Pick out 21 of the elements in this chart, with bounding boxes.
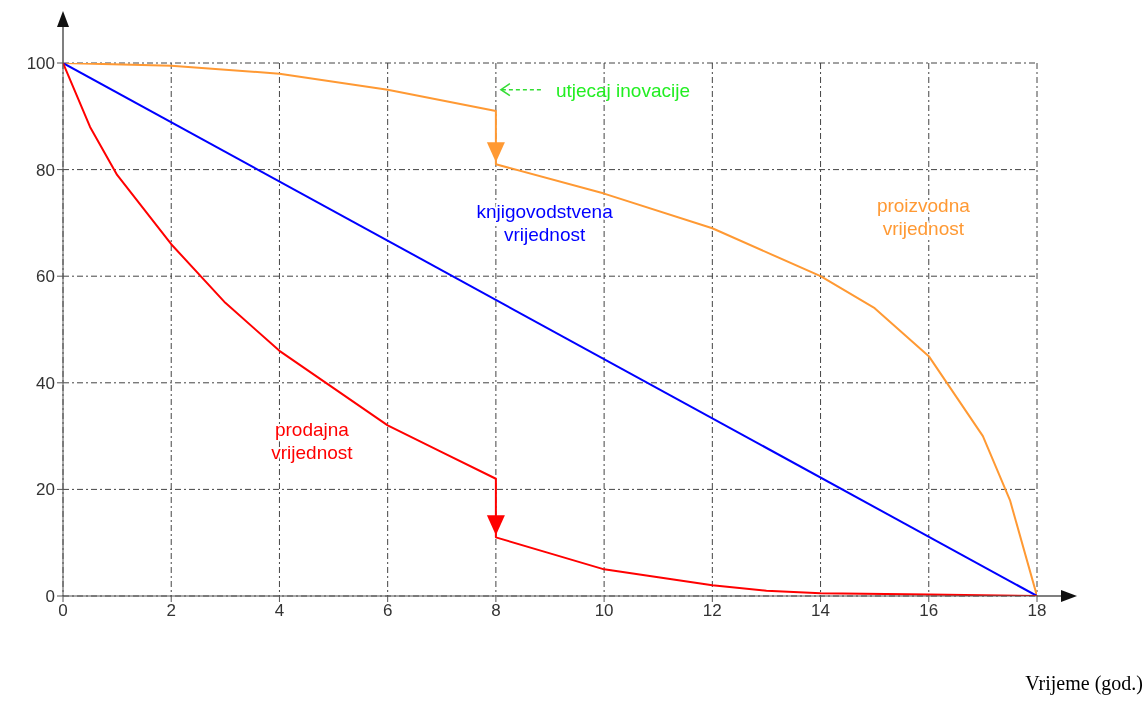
text: knjigovodstvena vrijednost xyxy=(476,200,614,245)
y-tick-label: 0 xyxy=(45,587,55,607)
x-tick-label: 14 xyxy=(811,601,831,621)
x-tick-label: 12 xyxy=(702,601,722,621)
x-axis-title: Vrijeme (god.) xyxy=(1025,672,1143,695)
x-tick-label: 18 xyxy=(1027,601,1047,621)
series-label: prodajna vrijednost xyxy=(271,419,354,464)
annotation: utjecaj inovacije xyxy=(555,79,691,101)
y-tick-label: 40 xyxy=(36,373,55,393)
y-tick-label: 20 xyxy=(36,480,55,500)
x-tick-label: 10 xyxy=(594,601,614,621)
x-tick-label: 16 xyxy=(919,601,939,621)
x-tick-label: 6 xyxy=(382,601,393,621)
y-tick-label: 60 xyxy=(36,267,55,287)
x-tick-label: 4 xyxy=(274,601,285,621)
text: proizvodna vrijednost xyxy=(876,195,971,240)
x-tick-label: 2 xyxy=(166,601,176,621)
y-tick-label: 100 xyxy=(26,54,55,74)
x-tick-label: 0 xyxy=(58,601,68,621)
y-tick-label: 80 xyxy=(36,160,55,180)
x-tick-label: 8 xyxy=(491,601,501,621)
